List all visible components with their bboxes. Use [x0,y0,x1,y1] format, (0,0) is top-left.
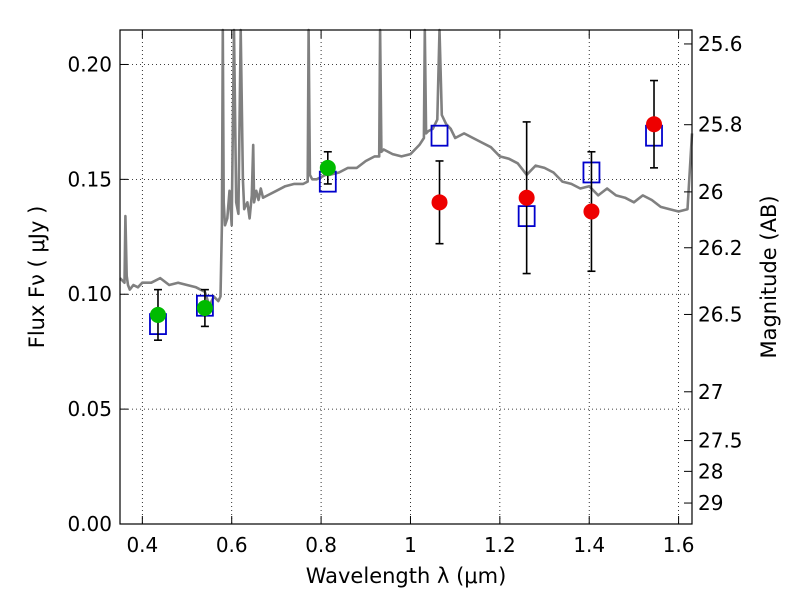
y2-tick-label: 29 [698,491,723,515]
data-point [319,159,336,176]
y2-tick-label: 25.8 [698,113,743,137]
x-tick-label: 0.6 [216,533,248,557]
x-tick-label: 1.4 [573,533,605,557]
grid-layer [120,30,692,525]
data-point [583,203,600,220]
y2-tick-label: 26.5 [698,302,743,326]
tick-layer: 0.4 0.6 0.8 1 1.2 1.4 1.6 0.00 0.05 0.10 0.15 0.20 2… [67,30,743,557]
plot-frame [119,29,693,525]
y-tick-label: 0.15 [67,167,112,191]
y2-tick-label: 27 [698,380,723,404]
data-point [518,189,535,206]
y2-tick-label: 28 [698,459,723,483]
y-axis-label: Flux Fν ( μJy ) [25,206,49,349]
data-point [196,300,213,317]
x-tick-label: 1.2 [484,533,516,557]
y2-tick-label: 27.5 [698,429,743,453]
y-tick-label: 0.20 [67,52,112,76]
y2-tick-label: 26 [698,180,723,204]
x-tick-label: 1.6 [663,533,695,557]
model-photometry-square [430,124,449,147]
data-point [646,116,663,133]
x-tick-label: 0.8 [305,533,337,557]
x-tick-label: 1 [404,533,417,557]
y-tick-label: 0.10 [67,282,112,306]
y2-tick-label: 26.2 [698,236,743,260]
data-point [149,306,166,323]
spectrum-layer [119,28,694,308]
y-tick-label: 0.00 [67,512,112,536]
x-tick-label: 0.4 [126,533,158,557]
x-axis-label: Wavelength λ (μm) [306,564,507,588]
marker-layer [149,79,663,341]
spectrum-line [119,28,694,308]
data-point [431,194,448,211]
y-tick-label: 0.05 [67,397,112,421]
y2-axis-label: Magnitude (AB) [757,195,781,358]
y2-tick-label: 25.6 [698,32,743,56]
